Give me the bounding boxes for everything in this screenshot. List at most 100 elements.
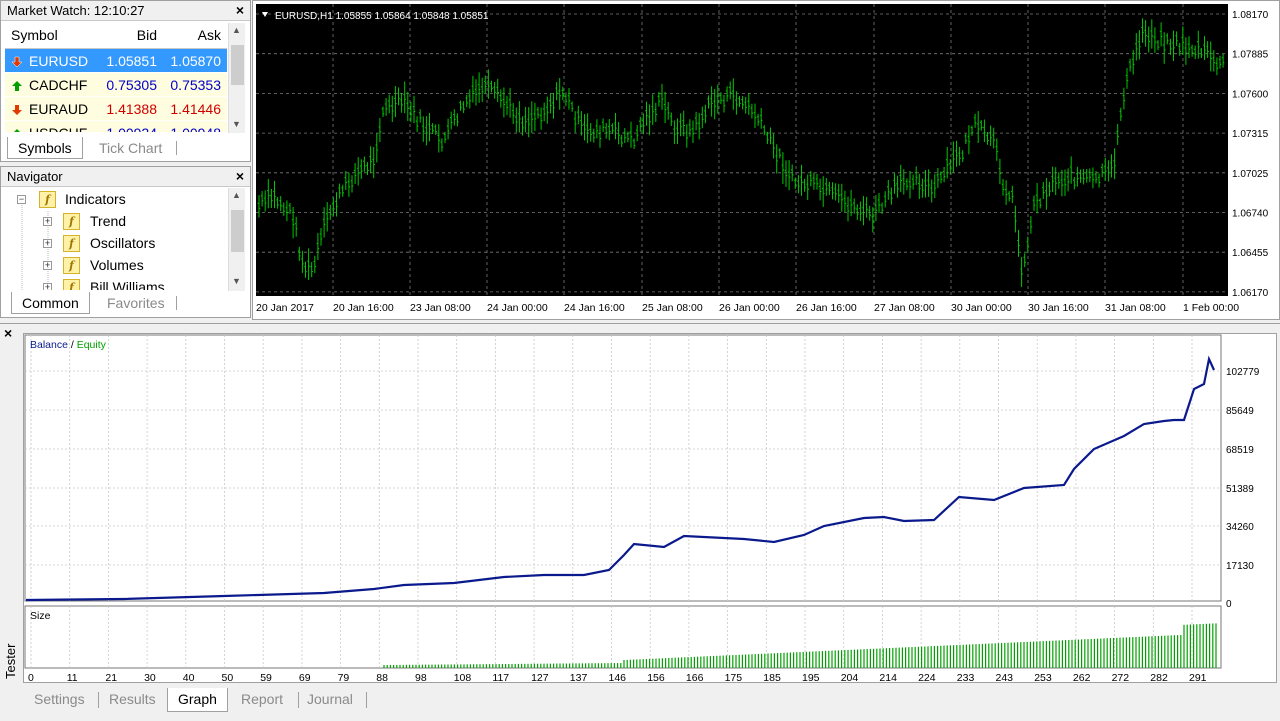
scrollbar-thumb[interactable] (231, 210, 244, 252)
tab-tick-chart[interactable]: Tick Chart (99, 140, 163, 156)
tab-separator (98, 692, 99, 708)
market-watch-row-usdchf[interactable]: USDCHF 1.00924 1.00948 (5, 121, 227, 133)
market-watch-close-icon[interactable]: × (235, 2, 244, 18)
graph-grid (24, 334, 1222, 669)
indicator-folder-icon: f (39, 191, 56, 208)
expand-icon[interactable]: + (43, 260, 52, 270)
navigator-scrollbar[interactable]: ▲ ▼ (228, 188, 245, 291)
trade-tick-label: 156 (647, 672, 665, 682)
trade-tick-label: 204 (841, 672, 859, 682)
trade-tick-label: 88 (376, 672, 388, 682)
time-tick-label: 31 Jan 08:00 (1105, 302, 1166, 314)
ask-value: 1.41446 (170, 101, 221, 117)
expand-icon[interactable]: + (43, 216, 52, 226)
time-axis: 20 Jan 2017 20 Jan 16:00 23 Jan 08:00 24 Ja… (256, 302, 1239, 314)
expand-icon[interactable]: + (43, 282, 52, 290)
column-bid[interactable]: Bid (136, 27, 157, 43)
scroll-up-icon[interactable]: ▲ (232, 190, 241, 200)
nav-item-bill-williams[interactable]: + f Bill Williams (43, 278, 223, 290)
chart-background (256, 4, 1228, 296)
chart-menu-triangle-icon (262, 12, 268, 17)
collapse-icon[interactable]: − (17, 194, 26, 204)
tester-graph[interactable]: 102779 85649 68519 51389 34260 17130 0 0 11 21 30… (23, 333, 1277, 683)
nav-item-label: Volumes (90, 257, 144, 273)
symbol-name: EURAUD (29, 101, 89, 117)
trade-tick-label: 146 (609, 672, 627, 682)
time-tick-label: 25 Jan 08:00 (642, 302, 703, 314)
legend-balance: Balance (30, 339, 68, 351)
nav-item-label: Bill Williams (90, 279, 165, 290)
trade-axis: 0 11 21 30 40 50 59 69 79 88 98 108 117 127 137 146 156 1… (28, 672, 1207, 682)
symbol-name: EURUSD (29, 53, 89, 69)
price-tick-label: 1.06740 (1232, 209, 1269, 220)
price-tick-label: 1.07885 (1232, 50, 1269, 61)
balance-tick-label: 17130 (1226, 561, 1254, 572)
trade-tick-label: 108 (454, 672, 472, 682)
market-watch-scrollbar[interactable]: ▲ ▼ (228, 23, 245, 133)
trade-tick-label: 214 (879, 672, 897, 682)
arrow-up-icon (12, 81, 22, 91)
balance-tick-label: 0 (1226, 599, 1232, 610)
trade-tick-label: 272 (1112, 672, 1130, 682)
tab-separator (176, 141, 177, 155)
tab-symbols[interactable]: Symbols (7, 137, 83, 159)
time-tick-label: 27 Jan 08:00 (874, 302, 935, 314)
trade-tick-label: 253 (1034, 672, 1052, 682)
balance-tick-label: 102779 (1226, 367, 1260, 378)
trade-tick-label: 98 (415, 672, 427, 682)
graph-frame (24, 334, 1222, 602)
tab-favorites[interactable]: Favorites (107, 295, 165, 311)
tab-settings[interactable]: Settings (34, 691, 85, 707)
tab-common[interactable]: Common (11, 292, 90, 314)
price-chart-window[interactable]: 1.08170 1.07885 1.07600 1.07315 1.07025 1.067… (252, 0, 1280, 320)
trade-tick-label: 137 (570, 672, 588, 682)
scrollbar-thumb[interactable] (231, 45, 244, 85)
column-symbol[interactable]: Symbol (11, 27, 58, 43)
tab-report[interactable]: Report (241, 691, 284, 707)
indicator-folder-icon: f (63, 257, 80, 274)
market-watch-title: Market Watch: 12:10:27 (1, 1, 250, 21)
nav-item-oscillators[interactable]: + f Oscillators (43, 234, 223, 254)
time-tick-label: 26 Jan 00:00 (719, 302, 780, 314)
scroll-down-icon[interactable]: ▼ (232, 119, 241, 129)
nav-item-volumes[interactable]: + f Volumes (43, 256, 223, 276)
price-chart[interactable]: 1.08170 1.07885 1.07600 1.07315 1.07025 1.067… (253, 1, 1279, 319)
market-watch-row-euraud[interactable]: EURAUD 1.41388 1.41446 (5, 97, 227, 121)
indicator-folder-icon: f (63, 213, 80, 230)
size-bars (383, 623, 1217, 668)
market-watch-row-cadchf[interactable]: CADCHF 0.75305 0.75353 (5, 73, 227, 97)
price-tick-label: 1.07315 (1232, 129, 1269, 140)
bid-value: 1.05851 (106, 53, 157, 69)
symbol-name: USDCHF (29, 125, 88, 133)
trade-tick-label: 59 (260, 672, 272, 682)
scroll-down-icon[interactable]: ▼ (232, 276, 241, 286)
indicator-folder-icon: f (63, 235, 80, 252)
expand-icon[interactable]: + (43, 238, 52, 248)
bid-value: 1.41388 (106, 101, 157, 117)
scroll-up-icon[interactable]: ▲ (232, 25, 241, 35)
nav-item-trend[interactable]: + f Trend (43, 212, 223, 232)
time-tick-label: 20 Jan 2017 (256, 302, 314, 314)
trade-tick-label: 0 (28, 672, 34, 682)
nav-item-indicators[interactable]: − f Indicators (17, 190, 217, 210)
tab-graph[interactable]: Graph (167, 688, 228, 712)
tab-journal[interactable]: Journal (307, 691, 353, 707)
ask-value: 0.75353 (170, 77, 221, 93)
price-tick-label: 1.06455 (1232, 248, 1269, 259)
trade-tick-label: 127 (531, 672, 549, 682)
trade-tick-label: 224 (918, 672, 936, 682)
symbol-name: CADCHF (29, 77, 88, 93)
balance-tick-label: 68519 (1226, 445, 1254, 456)
price-tick-label: 1.06170 (1232, 288, 1269, 299)
trade-tick-label: 282 (1150, 672, 1168, 682)
column-ask[interactable]: Ask (197, 27, 221, 43)
arrow-down-icon (12, 105, 22, 115)
trade-tick-label: 262 (1073, 672, 1091, 682)
navigator-close-icon[interactable]: × (235, 168, 244, 184)
tester-close-icon[interactable]: × (4, 325, 13, 341)
navigator-tree-lines (21, 203, 49, 291)
market-watch-row-eurusd[interactable]: EURUSD 1.05851 1.05870 (5, 49, 227, 73)
price-bars (257, 18, 1225, 287)
balance-tick-label: 85649 (1226, 406, 1254, 417)
tab-results[interactable]: Results (109, 691, 156, 707)
